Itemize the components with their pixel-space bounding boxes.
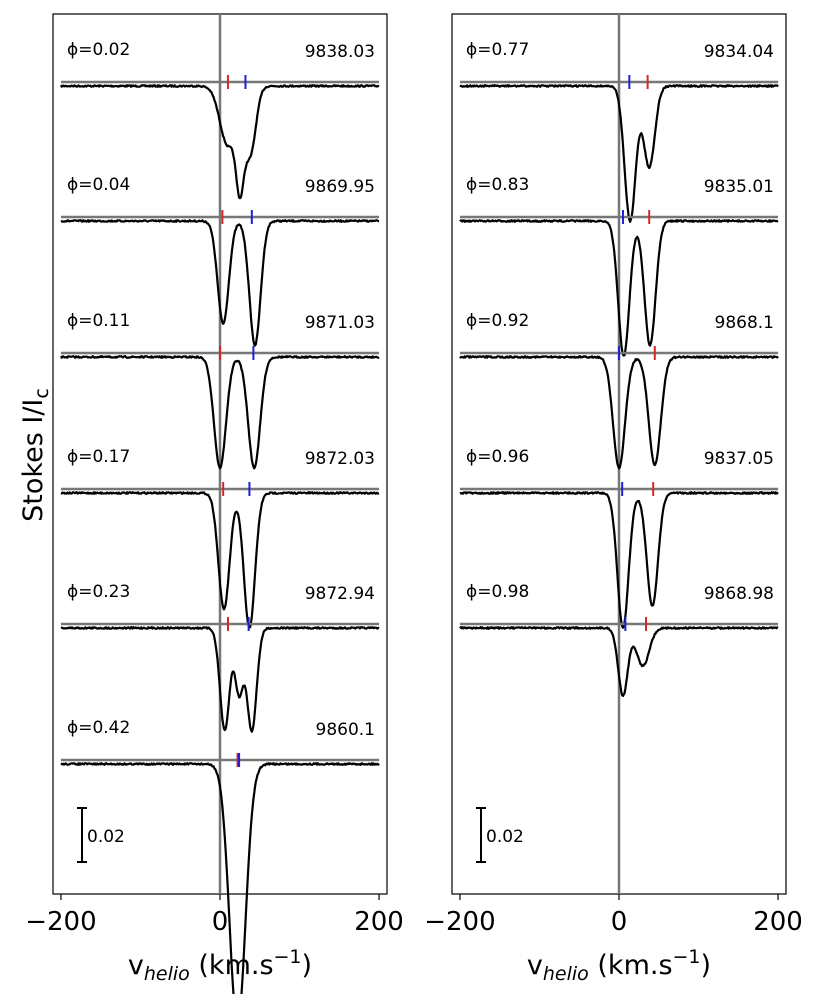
x-axis-label-main: v (527, 950, 543, 981)
phase-label: ϕ=0.42 (67, 718, 130, 738)
stokes-i-profile (459, 84, 779, 223)
date-label: 9871.03 (305, 313, 375, 333)
phase-label: ϕ=0.23 (67, 582, 130, 602)
date-label: 9869.95 (305, 177, 375, 197)
phase-label: ϕ=0.04 (67, 175, 130, 195)
date-label: 9835.01 (704, 177, 774, 197)
stokes-i-profile (459, 491, 779, 629)
stokes-i-profile (59, 355, 380, 470)
date-label: 9834.04 (704, 42, 774, 62)
date-label: 9837.05 (704, 449, 774, 469)
x-tick-label-right: −200 (424, 907, 495, 937)
phase-label: ϕ=0.96 (466, 447, 529, 467)
y-axis-label: Stokes I/Ic (18, 388, 53, 522)
x-axis-label-exponent: −1 (673, 946, 701, 968)
x-tick-label-left: −200 (25, 907, 96, 937)
phase-label: ϕ=0.92 (466, 311, 529, 331)
phase-label: ϕ=0.11 (67, 311, 130, 331)
date-label: 9872.03 (305, 449, 375, 469)
x-axis-label-main: v (128, 950, 144, 981)
stokes-i-profile (60, 491, 380, 629)
phase-label: ϕ=0.83 (466, 175, 529, 195)
date-label: 9868.98 (704, 584, 774, 604)
stokes-i-profile (60, 626, 380, 733)
phase-label: ϕ=0.98 (466, 582, 529, 602)
x-axis-label-unit: (km.s (589, 950, 673, 981)
scale-bar-label-left: 0.02 (87, 827, 125, 847)
date-label: 9860.1 (316, 720, 375, 740)
x-tick-label-right: 200 (753, 907, 803, 937)
x-axis-label-close: ) (302, 950, 313, 981)
stokes-i-profile (459, 219, 779, 357)
stokes-i-profile (60, 762, 380, 994)
x-tick-label-left: 200 (354, 907, 404, 937)
phase-label: ϕ=0.02 (67, 40, 130, 60)
x-axis-label-sub: helio (144, 963, 190, 985)
x-axis-label-sub: helio (543, 963, 589, 985)
x-axis-label-close: ) (701, 950, 712, 981)
date-label: 9838.03 (305, 42, 375, 62)
y-axis-label-sub: c (31, 388, 53, 398)
scale-bar-label-right: 0.02 (486, 827, 524, 847)
phase-label: ϕ=0.77 (466, 40, 529, 60)
stokes-i-profile (459, 355, 779, 470)
x-axis-label-exponent: −1 (274, 946, 302, 968)
x-axis-label-right: vhelio (km.s−1) (527, 946, 711, 985)
x-tick-label-right: 0 (611, 907, 628, 937)
x-tick-label-left: 0 (212, 907, 229, 937)
stokes-i-profile (59, 84, 380, 200)
x-axis-label-left: vhelio (km.s−1) (128, 946, 312, 985)
date-label: 9872.94 (305, 584, 375, 604)
y-axis-label-main: Stokes I/I (18, 399, 49, 522)
phase-label: ϕ=0.17 (67, 447, 130, 467)
stokes-i-profile (60, 219, 380, 347)
date-label: 9868.1 (715, 313, 774, 333)
stokes-i-profile (459, 626, 779, 698)
